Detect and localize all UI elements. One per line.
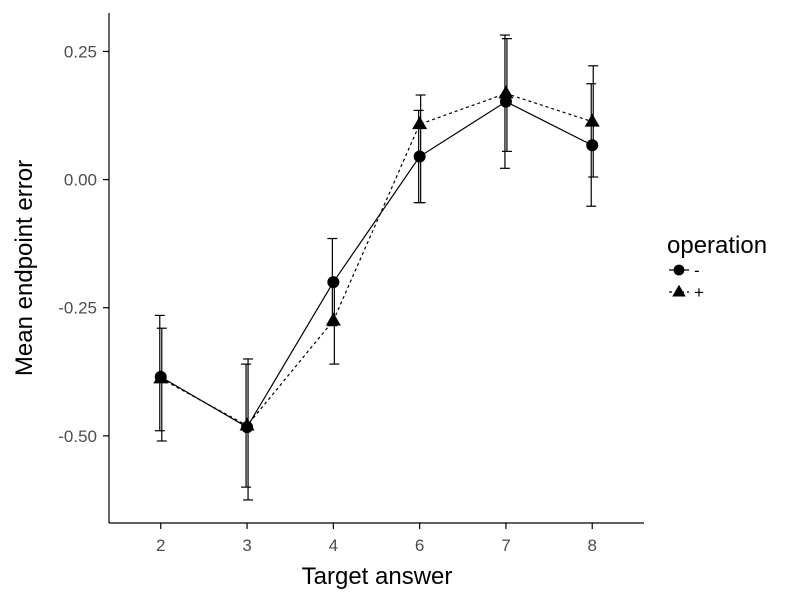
x-tick-label: 6 (415, 536, 424, 555)
y-tick-label: -0.50 (58, 427, 97, 446)
legend-item: - (669, 261, 700, 280)
y-tick-label: -0.25 (58, 299, 97, 318)
x-tick-label: 7 (501, 536, 510, 555)
legend: operation -+ (667, 232, 767, 302)
data-point (584, 113, 600, 127)
legend-marker (673, 264, 685, 276)
y-axis-title: Mean endpoint error (11, 160, 38, 376)
data-point (153, 370, 169, 384)
series-2 (153, 38, 600, 501)
x-tick-label: 8 (587, 536, 596, 555)
data-point (499, 95, 512, 108)
series-1 (154, 34, 599, 488)
x-axis-title: Target answer (302, 563, 453, 590)
legend-item: + (669, 283, 704, 302)
x-tick-label: 3 (242, 536, 251, 555)
series-line (160, 92, 593, 427)
legend-items: -+ (669, 261, 704, 302)
legend-label: + (694, 283, 704, 302)
data-point (498, 85, 514, 99)
y-tick-label: 0.00 (64, 171, 97, 190)
plot-series (153, 34, 600, 501)
x-tick-label: 2 (156, 536, 165, 555)
legend-marker (672, 284, 686, 297)
y-tick-label: 0.25 (64, 42, 97, 61)
legend-label: - (694, 261, 700, 280)
data-point (325, 312, 341, 326)
series-line (160, 100, 593, 428)
data-point (239, 417, 255, 431)
legend-title: operation (667, 232, 767, 259)
data-point (586, 139, 599, 152)
x-tick-label: 4 (329, 536, 338, 555)
axis-ticks: 2 3 4 6 7 8 0.25 0.00 -0.25 -0.50 (58, 42, 597, 555)
data-point (412, 116, 428, 130)
data-point (413, 150, 426, 163)
